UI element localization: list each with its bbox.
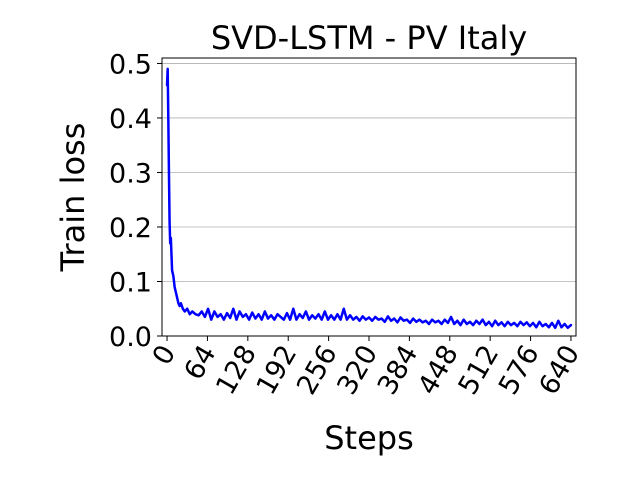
series-line-0 [165, 67, 573, 330]
series-layer [165, 67, 573, 330]
x-axis-label: Steps [324, 419, 414, 457]
y-axis: 0.0 0.1 0.2 0.3 0.4 0.5 [109, 49, 162, 353]
chart-title: SVD-LSTM - PV Italy [211, 19, 527, 57]
y-axis-label: Train loss [54, 123, 92, 273]
y-tick-label-4: 0.4 [109, 104, 152, 135]
y-tick-label-1: 0.1 [109, 267, 152, 298]
y-tick-label-5: 0.5 [109, 49, 152, 80]
y-tick-label-3: 0.3 [109, 158, 152, 189]
y-tick-label-0: 0.0 [109, 322, 152, 353]
y-tick-label-2: 0.2 [109, 213, 152, 244]
